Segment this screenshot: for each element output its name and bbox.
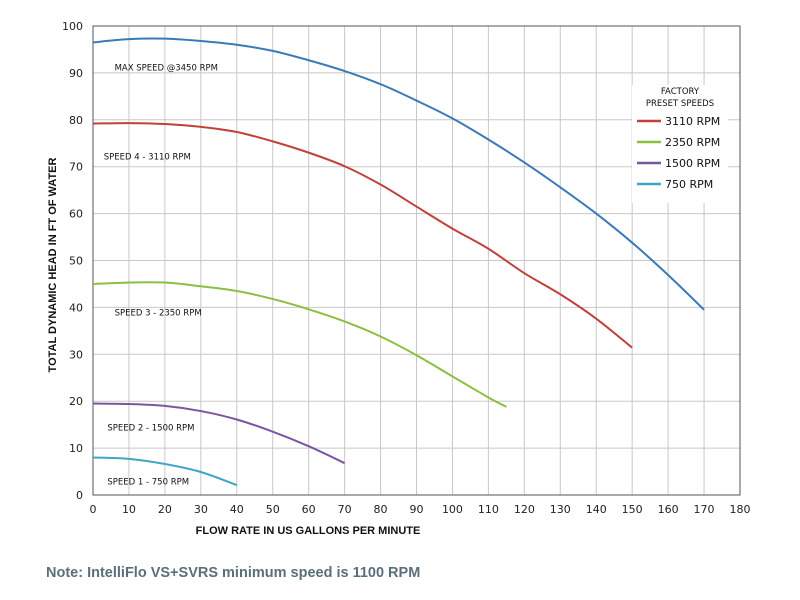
x-tick-label: 40 <box>230 503 244 516</box>
legend-entry-label: 1500 RPM <box>665 157 720 170</box>
y-axis-title: TOTAL DYNAMIC HEAD IN FT OF WATER <box>47 157 59 372</box>
x-tick-label: 50 <box>266 503 280 516</box>
x-tick-label: 80 <box>374 503 388 516</box>
x-tick-label: 10 <box>122 503 136 516</box>
x-tick-label: 160 <box>658 503 679 516</box>
series-label-2: SPEED 3 - 2350 RPM <box>115 308 202 318</box>
x-tick-label: 120 <box>514 503 535 516</box>
series-labels: MAX SPEED @3450 RPM SPEED 4 - 3110 RPM SPE… <box>104 64 218 488</box>
pump-curves <box>92 37 705 487</box>
y-tick-label: 10 <box>69 442 83 455</box>
y-tick-label: 40 <box>69 301 83 314</box>
series-label-3: SPEED 2 - 1500 RPM <box>107 423 194 433</box>
x-tick-label: 170 <box>694 503 715 516</box>
x-tick-label: 100 <box>442 503 463 516</box>
curve-series-1 <box>92 122 633 349</box>
legend-title-line-1: FACTORY <box>661 87 700 97</box>
y-tick-label: 30 <box>69 348 83 361</box>
series-label-1: SPEED 4 - 3110 RPM <box>104 153 191 163</box>
x-tick-label: 60 <box>302 503 316 516</box>
legend: FACTORY PRESET SPEEDS 3110 RPM 2350 RPM 15… <box>632 85 728 203</box>
x-tick-label: 70 <box>338 503 352 516</box>
x-tick-label: 140 <box>586 503 607 516</box>
x-tick-label: 110 <box>478 503 499 516</box>
x-tick-label: 130 <box>550 503 571 516</box>
legend-entry-label: 2350 RPM <box>665 136 720 149</box>
y-tick-label: 50 <box>69 255 83 268</box>
legend-entry-label: 3110 RPM <box>665 115 720 128</box>
legend-entry-label: 750 RPM <box>665 178 713 191</box>
legend-title-line-2: PRESET SPEEDS <box>646 99 714 109</box>
x-tick-label: 150 <box>622 503 643 516</box>
y-tick-label: 60 <box>69 208 83 221</box>
y-tick-label: 100 <box>62 20 83 33</box>
grid-lines <box>92 25 741 496</box>
y-tick-label: 80 <box>69 114 83 127</box>
x-axis-title: FLOW RATE IN US GALLONS PER MINUTE <box>196 525 421 537</box>
y-tick-label: 20 <box>69 395 83 408</box>
curve-series-3 <box>92 402 346 465</box>
curve-series-0 <box>92 37 705 311</box>
series-label-4: SPEED 1 - 750 RPM <box>107 478 189 488</box>
x-tick-labels: 0 10 20 30 40 50 60 70 80 90 100 110 120 130 140 150 160… <box>90 503 751 516</box>
x-tick-label: 180 <box>730 503 751 516</box>
y-tick-label: 0 <box>76 489 83 502</box>
x-tick-label: 0 <box>90 503 97 516</box>
x-tick-label: 30 <box>194 503 208 516</box>
plot-frame <box>92 25 741 496</box>
footnote: Note: IntelliFlo VS+SVRS minimum speed i… <box>46 565 421 581</box>
y-tick-label: 90 <box>69 67 83 80</box>
curve-series-4 <box>92 456 238 487</box>
y-tick-labels: 0 10 20 30 40 50 60 70 80 90 100 <box>62 20 83 502</box>
curve-series-2 <box>92 281 507 408</box>
x-tick-label: 90 <box>410 503 424 516</box>
series-label-0: MAX SPEED @3450 RPM <box>115 64 218 74</box>
pump-curve-chart: 0 10 20 30 40 50 60 70 80 90 100 0 10 20 30 40 50 60 70 80… <box>47 20 751 537</box>
x-tick-label: 20 <box>158 503 172 516</box>
y-tick-label: 70 <box>69 161 83 174</box>
